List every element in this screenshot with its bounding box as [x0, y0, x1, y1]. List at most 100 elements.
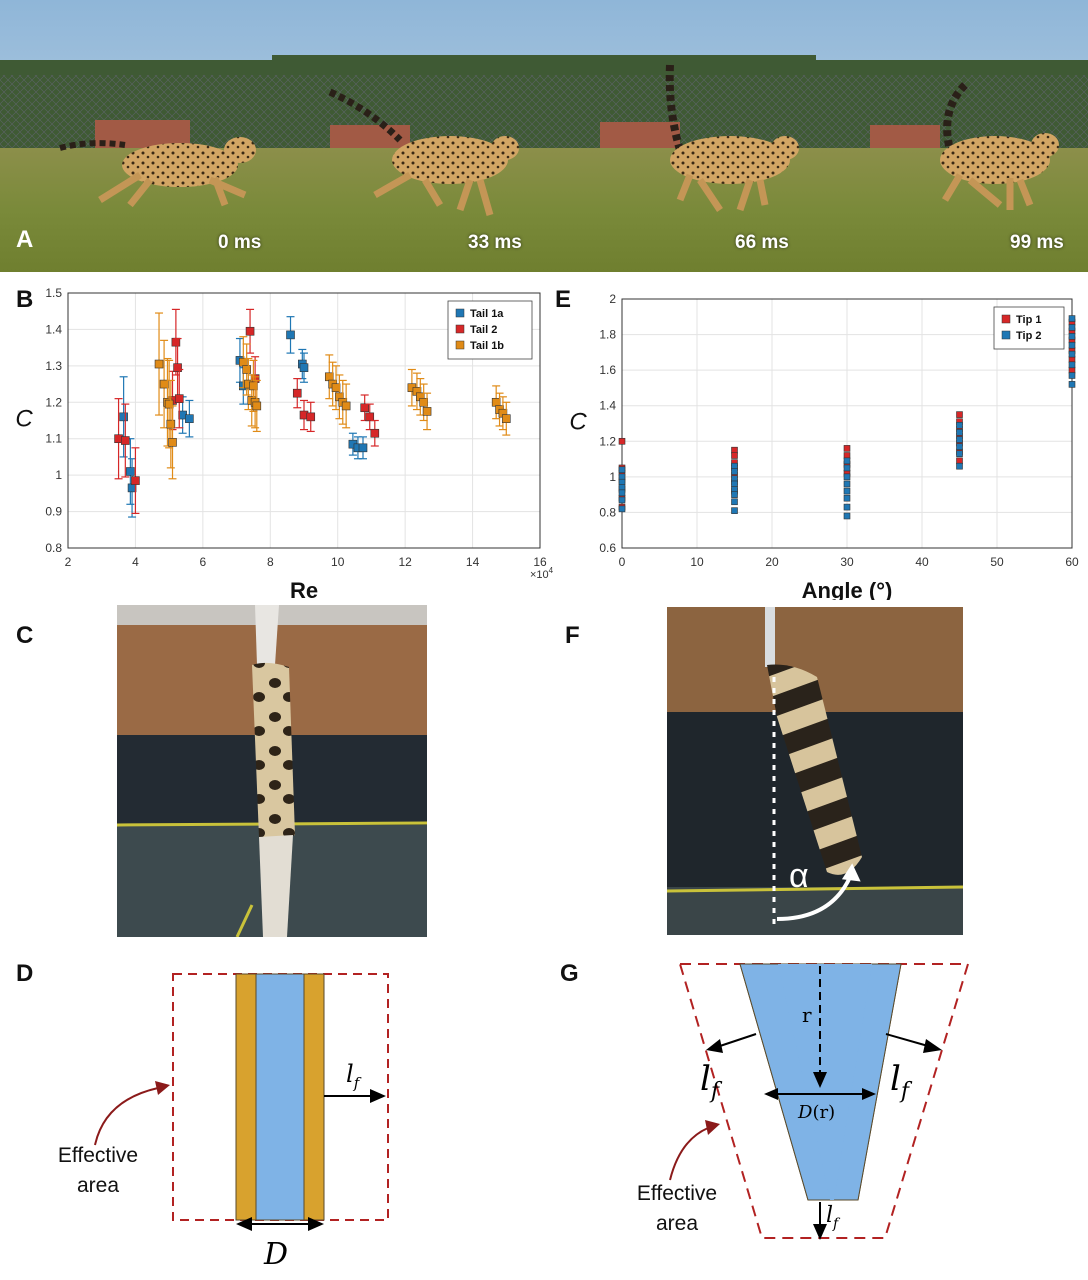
legend: Tip 1 Tip 2	[993, 306, 1065, 350]
x-tick-label: 30	[840, 555, 854, 569]
data-point	[1068, 372, 1076, 379]
effective-area-label-line1: Effective	[58, 1144, 138, 1167]
data-point	[618, 466, 626, 474]
legend-marker	[455, 324, 465, 334]
data-point	[1068, 361, 1076, 369]
fur-length-arrow-left	[719, 1033, 757, 1047]
legend-marker	[1001, 330, 1011, 340]
x-tick-label: 16	[533, 555, 547, 569]
cheetah-sequence-photo	[0, 0, 1088, 272]
fur-length-label-left: lf	[700, 1059, 723, 1104]
x-tick-label: 10	[331, 555, 345, 569]
diameter-label: D	[263, 1237, 288, 1272]
y-tick-label: 1.1	[45, 432, 62, 446]
data-point	[173, 363, 182, 372]
diameter-label: D(r)	[797, 1102, 835, 1123]
panel-label-a: A	[16, 226, 34, 253]
panel-g-schematic: r D(r) lf lf lf Effective area	[637, 963, 970, 1240]
legend-entry: Tail 1b	[470, 340, 504, 352]
tail-core	[255, 973, 305, 1221]
data-point	[618, 437, 626, 445]
y-tick-label: 1	[609, 470, 616, 484]
y-tick-label: 0.6	[599, 541, 616, 555]
x-tick-label: 50	[990, 555, 1004, 569]
x-tick-label: 0	[619, 555, 626, 569]
y-tick-label: 2	[609, 292, 616, 306]
data-point	[843, 445, 851, 452]
frame-1	[0, 0, 272, 272]
data-point	[956, 436, 963, 443]
cheetah-33ms	[328, 88, 519, 216]
x-tick-label: 8	[267, 555, 274, 569]
data-point	[731, 507, 738, 514]
panel-a-photo-strip: A 0 ms 33 ms 66 ms 99 ms	[0, 0, 1088, 272]
data-point	[370, 428, 380, 438]
data-point	[843, 487, 851, 495]
x-tick-label: 4	[132, 555, 139, 569]
y-tick-label: 1	[55, 468, 62, 482]
data-point	[164, 399, 174, 409]
data-point	[242, 365, 251, 374]
y-tick-label: 1.2	[45, 395, 62, 409]
time-label-99ms: 99 ms	[1010, 232, 1064, 253]
legend-entry: Tip 1	[1016, 314, 1041, 326]
time-label-66ms: 66 ms	[735, 232, 789, 253]
data-point	[1068, 324, 1076, 331]
data-point	[185, 414, 194, 423]
data-point	[1068, 315, 1076, 322]
x-tick-label: 12	[398, 555, 412, 569]
effective-area-label-line2: area	[77, 1174, 119, 1197]
panel-label-b: B	[16, 286, 34, 313]
data-point	[306, 412, 316, 422]
data-point	[286, 330, 295, 340]
legend-entry: Tip 2	[1016, 330, 1041, 342]
effective-area-boundary	[678, 963, 970, 1239]
data-point	[171, 337, 181, 347]
data-point	[360, 403, 369, 413]
y-tick-label: 1.5	[45, 286, 62, 300]
panel-label-f: F	[565, 622, 580, 649]
legend-marker	[1001, 314, 1011, 324]
data-point	[358, 443, 368, 453]
y-tick-label: 1.6	[599, 363, 616, 377]
data-point	[1068, 341, 1076, 349]
y-tick-label: 1.4	[45, 322, 62, 336]
data-point	[843, 457, 851, 465]
data-point	[731, 491, 738, 498]
panel-label-g: G	[560, 960, 579, 987]
data-point	[956, 443, 963, 450]
data-point	[166, 419, 176, 429]
data-point	[174, 394, 184, 403]
data-point	[731, 498, 738, 506]
data-point	[299, 363, 309, 372]
y-tick-label: 1.4	[599, 399, 616, 413]
data-point	[131, 476, 140, 485]
data-point	[121, 436, 130, 445]
data-point	[249, 381, 258, 391]
panel-d-schematic: lf D Effective area	[58, 973, 389, 1272]
data-point	[245, 326, 255, 336]
panel-label-e: E	[555, 286, 572, 313]
data-point	[956, 462, 963, 470]
x-axis-label: Re	[290, 578, 318, 600]
x-axis-multiplier: ×104	[530, 566, 554, 581]
data-point	[119, 412, 128, 422]
data-point	[1068, 333, 1076, 340]
data-point	[731, 468, 738, 475]
y-tick-label: 1.8	[599, 328, 616, 342]
data-point	[731, 452, 738, 459]
time-label-0ms: 0 ms	[218, 232, 262, 253]
y-tick-label: 0.8	[599, 505, 616, 519]
data-point	[341, 401, 351, 411]
data-point	[1068, 350, 1076, 358]
data-point	[159, 379, 169, 389]
data-point	[618, 489, 626, 497]
panel-c-photo	[117, 605, 427, 937]
data-point	[365, 412, 375, 422]
fur-length-label-right: lf	[890, 1059, 913, 1104]
panel-f-photo: α	[667, 607, 963, 935]
effective-area-label-line1: Effective	[637, 1182, 717, 1205]
data-point	[843, 473, 851, 481]
fur-length-label-bottom: lf	[826, 1203, 841, 1232]
y-axis-label: C	[15, 406, 33, 433]
